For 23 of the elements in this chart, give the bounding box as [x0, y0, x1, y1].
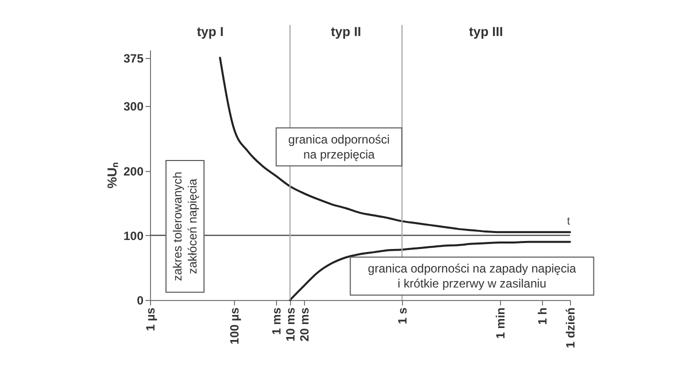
x-tick-label: 100 µs — [228, 307, 242, 344]
line-series — [219, 56, 571, 234]
y-tick-label: 300 — [123, 100, 144, 114]
annotation: granica odporności na przepięcia — [288, 132, 390, 162]
x-tick-label: 1 s — [396, 307, 410, 324]
ref-line-label: t — [566, 215, 570, 228]
x-tick-label: 1 µs — [144, 307, 158, 332]
text: typ III — [469, 24, 503, 39]
text: typ II — [330, 24, 362, 39]
x-tick-label: 1 min — [494, 308, 508, 339]
x-tick-label: 1 ms — [270, 307, 284, 335]
y-tick-label: 375 — [123, 51, 144, 66]
x-tick-label: 10 ms — [284, 307, 298, 342]
x-tick-label: 1 dzień — [564, 308, 578, 348]
annotation: zakres tolerowanych zakłóceń napięcia — [170, 172, 200, 282]
annotation: granica odporności na zapady napięcia i krótkie przerwy w zasilaniu — [368, 262, 576, 291]
y-tick-label: 0 — [136, 294, 144, 308]
x-tick-label: 1 h — [536, 308, 550, 325]
y-tick-label: 100 — [123, 228, 144, 243]
y-tick-label: 200 — [123, 164, 144, 178]
x-tick-label: 20 ms — [298, 307, 312, 342]
text: typ I — [196, 24, 224, 39]
y-axis-title: %Uₙ — [104, 162, 120, 188]
